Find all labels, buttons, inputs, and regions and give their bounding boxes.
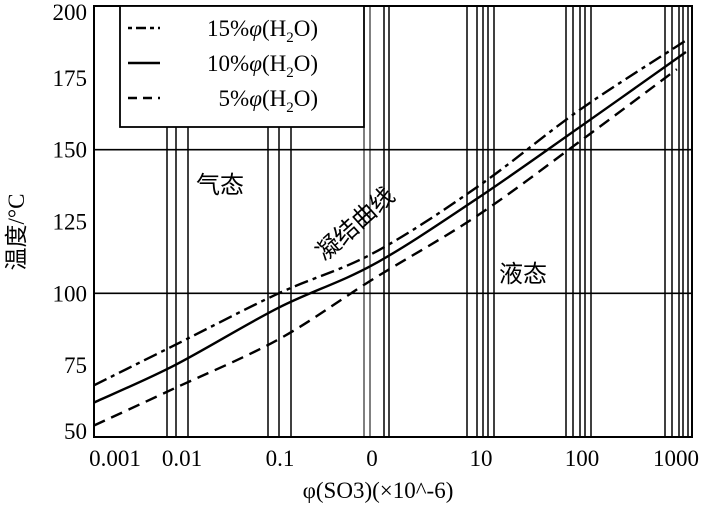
curves — [93, 39, 687, 427]
plot-frame — [93, 5, 693, 438]
series-line-15pct — [93, 39, 687, 387]
y-tick-label: 75 — [64, 353, 87, 378]
y-tick-label: 200 — [53, 0, 88, 25]
x-tick-label: 10 — [470, 446, 493, 471]
x-axis-title: φ(SO3)(×10^-6) — [303, 478, 454, 503]
y-tick-label: 175 — [53, 66, 88, 91]
y-tick-label: 100 — [53, 281, 88, 306]
legend: 15%φ(H2O) 10%φ(H2O) 5%φ(H2O) — [119, 5, 365, 128]
legend-box — [119, 5, 365, 128]
x-tick-label: 0.1 — [266, 446, 295, 471]
annotation-condensation-curve: 凝结曲线 — [311, 182, 400, 266]
y-tick-label: 150 — [53, 138, 88, 163]
x-tick-label: 0.01 — [162, 446, 202, 471]
series-line-10pct — [93, 50, 687, 404]
x-tick-label: 1000 — [653, 446, 699, 471]
legend-label: 10%φ(H2O) — [207, 51, 318, 81]
legend-label: 5%φ(H2O) — [219, 86, 318, 116]
x-axis-ticks: 0.001 0.01 0.1 0 10 100 1000 — [89, 446, 699, 471]
y-axis-title: 温度/°C — [4, 194, 29, 271]
y-axis-ticks: 200 175 150 125 100 75 50 — [53, 0, 88, 444]
x-tick-label: 100 — [565, 446, 600, 471]
x-tick-label: 0 — [366, 446, 378, 471]
annotation-liquid: 液态 — [499, 261, 547, 288]
annotation-gas: 气态 — [196, 172, 244, 199]
y-tick-label: 125 — [53, 210, 88, 235]
x-tick-label: 0.001 — [89, 446, 141, 471]
legend-label: 15%φ(H2O) — [207, 16, 318, 46]
y-tick-label: 50 — [64, 419, 87, 444]
